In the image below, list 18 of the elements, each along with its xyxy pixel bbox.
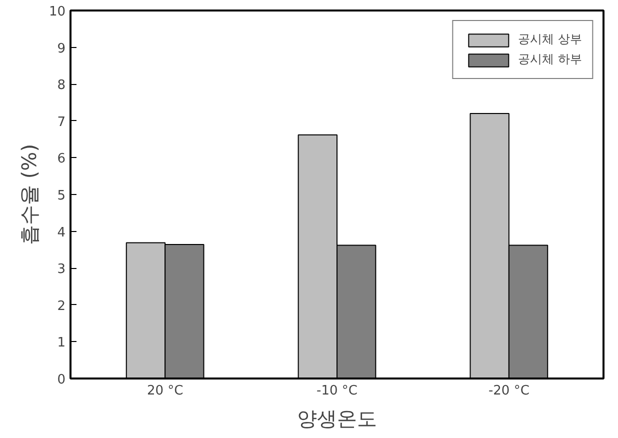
y-tick-label: 8 bbox=[57, 78, 66, 94]
y-tick-label: 10 bbox=[48, 4, 66, 20]
y-tick-label: 3 bbox=[57, 262, 66, 278]
x-tick-label: -20 °C bbox=[488, 384, 530, 398]
x-tick-label: -10 °C bbox=[316, 384, 358, 398]
x-axis-title: 양생온도 bbox=[297, 406, 377, 430]
y-tick-label: 0 bbox=[57, 372, 66, 388]
y-tick-label: 7 bbox=[57, 114, 66, 130]
y-tick-label: 1 bbox=[57, 336, 66, 351]
y-tick-label: 4 bbox=[57, 225, 66, 240]
legend-label: 공시체 하부 bbox=[518, 51, 582, 68]
y-tick-label: 6 bbox=[57, 152, 66, 167]
x-tick-label: 20 °C bbox=[146, 384, 184, 398]
legend-label: 공시체 상부 bbox=[518, 31, 582, 48]
y-tick-label: 2 bbox=[57, 298, 66, 314]
y-axis-title: 흡수율 (%) bbox=[16, 144, 41, 245]
y-tick-label: 5 bbox=[57, 188, 66, 204]
y-tick-label: 9 bbox=[57, 41, 66, 56]
